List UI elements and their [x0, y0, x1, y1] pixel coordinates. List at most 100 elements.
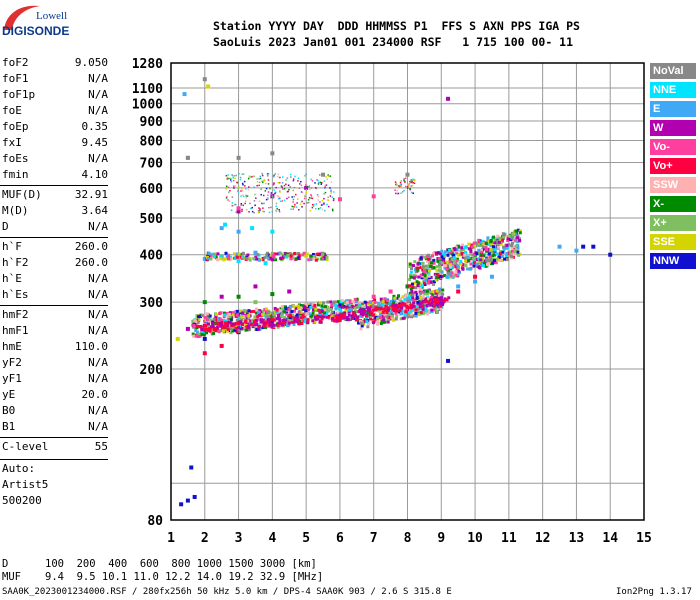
echo-dot	[475, 262, 479, 266]
echo-dot	[262, 181, 264, 184]
echo-dot	[327, 196, 329, 199]
parameter-row: B0 N/A	[2, 404, 108, 420]
echo-dot	[419, 296, 423, 300]
parameter-name: foF1p	[2, 88, 36, 101]
echo-dot	[196, 320, 200, 324]
echo-dot	[419, 261, 423, 265]
echo-dot	[405, 295, 409, 299]
echo-dot	[448, 257, 452, 261]
echo-dot	[398, 308, 402, 312]
echo-dot	[518, 231, 522, 235]
echo-dot	[360, 324, 364, 328]
echo-dot	[319, 201, 321, 203]
echo-dot	[214, 255, 218, 259]
echo-dot	[273, 310, 277, 314]
echo-dot	[286, 177, 289, 179]
echo-dot	[206, 257, 210, 261]
echo-dot	[448, 269, 452, 273]
echo-dot	[359, 327, 363, 331]
echo-dot	[329, 300, 333, 304]
data-point	[270, 229, 275, 234]
echo-dot	[258, 258, 262, 262]
echo-dot	[297, 177, 300, 180]
echo-dot	[248, 327, 252, 331]
echo-dot	[354, 314, 358, 318]
echo-dot	[334, 314, 338, 318]
echo-dot	[231, 313, 235, 317]
echo-dot	[329, 307, 333, 311]
echo-dot	[417, 281, 421, 285]
echo-dot	[358, 309, 362, 313]
echo-dot	[409, 273, 413, 277]
echo-dot	[283, 315, 287, 319]
echo-dot	[270, 206, 272, 209]
echo-dot	[317, 195, 320, 198]
echo-dot	[304, 302, 308, 306]
echo-dot	[472, 241, 476, 245]
echo-dot	[400, 302, 404, 306]
echo-dot	[204, 326, 208, 330]
parameter-value: 9.45	[81, 136, 109, 149]
echo-dot	[414, 308, 418, 312]
echo-dot	[310, 197, 313, 199]
data-point	[337, 305, 342, 310]
echo-dot	[461, 263, 465, 267]
data-point	[354, 302, 359, 307]
echo-dot	[311, 254, 315, 258]
echo-dot	[247, 177, 250, 180]
echo-dot	[412, 276, 416, 280]
x-tick-label: 2	[201, 531, 209, 546]
x-tick-label: 15	[636, 531, 652, 546]
echo-dot	[368, 313, 372, 317]
echo-dot	[351, 315, 355, 319]
data-point	[189, 465, 194, 470]
echo-dot	[203, 316, 207, 320]
echo-dot	[494, 261, 498, 265]
data-point	[250, 226, 255, 231]
echo-dot	[487, 239, 491, 243]
echo-dot	[396, 183, 398, 185]
echo-dot	[266, 257, 270, 261]
echo-dot	[240, 204, 242, 206]
echo-dot	[456, 264, 460, 268]
echo-dot	[316, 303, 320, 307]
echo-dot	[257, 310, 261, 314]
parameter-row: yF1 N/A	[2, 372, 108, 388]
echo-dot	[255, 322, 259, 326]
y-tick-label: 1100	[132, 82, 163, 97]
echo-dot	[219, 311, 223, 315]
echo-dot	[274, 191, 277, 194]
echo-dot	[412, 309, 416, 313]
echo-dot	[230, 323, 234, 327]
echo-dot	[406, 297, 410, 301]
echo-dot	[258, 200, 261, 203]
echo-dot	[345, 306, 349, 310]
data-point	[405, 284, 410, 289]
auto-info-line: Auto:	[2, 462, 36, 475]
echo-dot	[227, 199, 229, 201]
parameter-value: N/A	[88, 404, 108, 417]
echo-dot	[261, 258, 265, 262]
echo-dot	[518, 238, 522, 242]
data-point	[304, 185, 309, 190]
echo-dot	[363, 300, 367, 304]
parameter-name: B0	[2, 404, 16, 417]
echo-dot	[493, 248, 497, 252]
echo-dot	[408, 182, 411, 185]
echo-dot	[403, 297, 407, 301]
echo-dot	[376, 304, 380, 308]
x-tick-label: 13	[569, 531, 585, 546]
echo-dot	[330, 181, 333, 183]
echo-dot	[469, 248, 473, 252]
x-tick-label: 6	[336, 531, 344, 546]
echo-dot	[261, 202, 264, 205]
echo-dot	[325, 307, 329, 311]
parameter-value: N/A	[88, 324, 108, 337]
echo-dot	[311, 206, 314, 209]
echo-dot	[415, 280, 419, 284]
echo-dot	[433, 294, 437, 298]
echo-dot	[389, 316, 393, 320]
echo-dot	[348, 306, 352, 310]
echo-dot	[430, 301, 434, 305]
legend-item: Vo+	[650, 158, 696, 174]
